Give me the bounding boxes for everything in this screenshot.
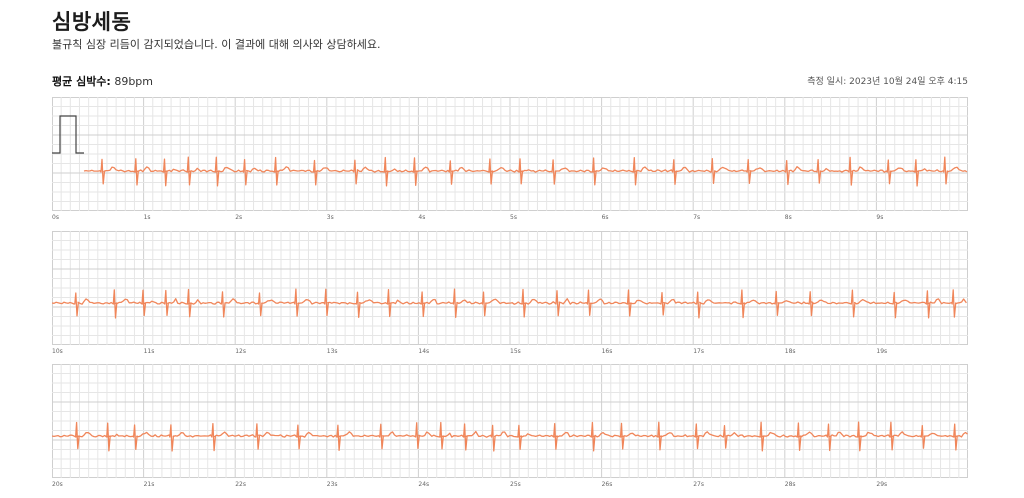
time-tick-label: 8s (784, 214, 792, 221)
ecg-grid (52, 97, 968, 211)
time-tick-label: 21s (143, 481, 155, 488)
measurement-timestamp: 측정 일시: 2023년 10월 24일 오후 4:15 (807, 77, 968, 87)
time-tick-label: 10s (52, 348, 63, 355)
average-heart-rate: 평균 심박수: 89bpm (52, 73, 153, 89)
time-tick-label: 22s (235, 481, 246, 488)
ecg-trace (52, 288, 967, 319)
time-tick-label: 20s (52, 481, 63, 488)
time-tick-label: 18s (784, 348, 796, 355)
time-tick-label: 1s (143, 214, 151, 221)
time-tick-label: 19s (876, 348, 888, 355)
time-tick-label: 5s (510, 214, 517, 221)
time-tick-label: 15s (510, 348, 521, 355)
time-tick-label: 13s (326, 348, 338, 355)
ecg-strip-2-chart (52, 231, 968, 345)
time-tick-label: 14s (418, 348, 430, 355)
time-tick-label: 6s (601, 214, 609, 221)
ecg-strip-3 (52, 364, 968, 478)
time-tick-label: 7s (693, 214, 701, 221)
ecg-strip-1-chart (52, 97, 968, 211)
time-tick-label: 29s (876, 481, 888, 488)
calibration-pulse (52, 115, 84, 154)
ecg-grid (52, 364, 968, 478)
time-tick-label: 3s (326, 214, 334, 221)
ecg-strip-2 (52, 231, 968, 345)
time-tick-label: 26s (601, 481, 613, 488)
time-tick-label: 24s (418, 481, 430, 488)
time-tick-label: 12s (235, 348, 246, 355)
time-tick-label: 17s (693, 348, 704, 355)
time-tick-label: 28s (784, 481, 796, 488)
page-title: 심방세동 (52, 10, 132, 34)
time-tick-label: 4s (418, 214, 426, 221)
average-heart-rate-label: 평균 심박수: (52, 75, 111, 88)
ecg-strip-1 (52, 97, 968, 211)
ecg-trace (83, 156, 968, 187)
time-tick-label: 25s (510, 481, 521, 488)
time-tick-label: 2s (235, 214, 243, 221)
ecg-grid (52, 231, 968, 345)
time-tick-label: 23s (326, 481, 338, 488)
time-tick-label: 9s (876, 214, 884, 221)
ecg-trace (52, 421, 968, 452)
average-heart-rate-value: 89bpm (114, 75, 154, 88)
page-subtitle: 불규칙 심장 리듬이 감지되었습니다. 이 결과에 대해 의사와 상담하세요. (52, 38, 381, 51)
time-tick-label: 27s (693, 481, 704, 488)
time-tick-label: 11s (143, 348, 155, 355)
time-tick-label: 0s (52, 214, 59, 221)
ecg-strip-3-chart (52, 364, 968, 478)
time-tick-label: 16s (601, 348, 613, 355)
